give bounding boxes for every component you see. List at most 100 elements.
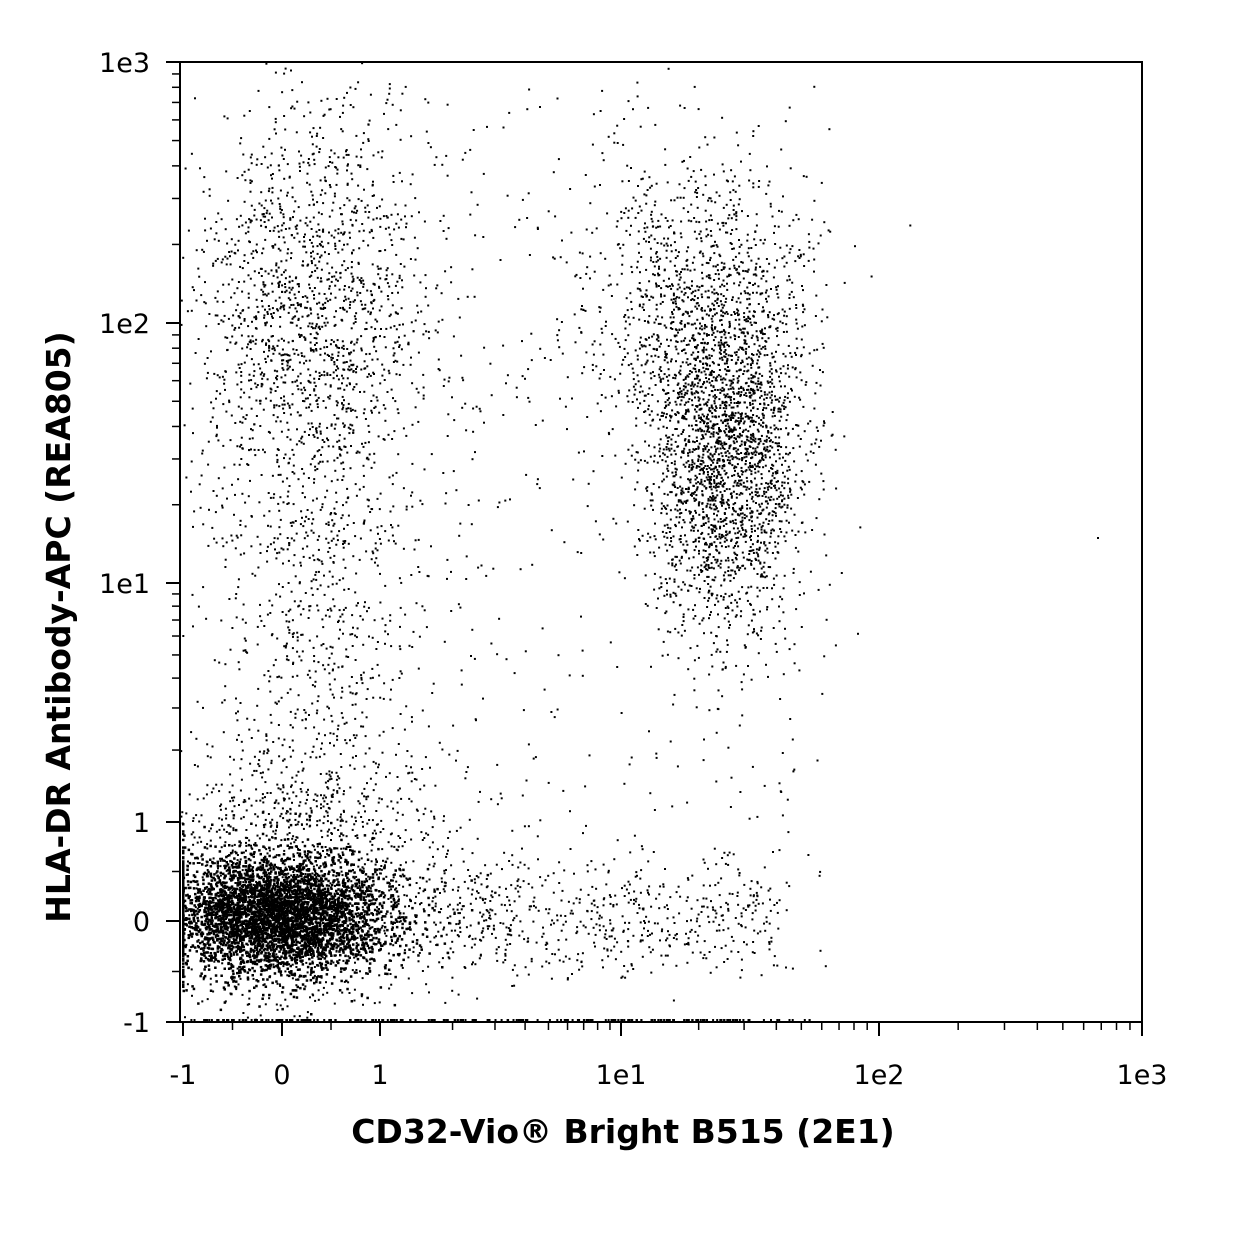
data-point bbox=[234, 950, 238, 954]
data-point bbox=[217, 917, 220, 921]
data-point bbox=[203, 825, 206, 829]
data-point bbox=[272, 916, 275, 919]
data-point bbox=[285, 950, 288, 953]
data-point bbox=[281, 907, 284, 910]
data-point bbox=[324, 910, 327, 913]
data-point bbox=[248, 923, 251, 926]
data-point bbox=[403, 932, 406, 935]
data-point bbox=[279, 929, 283, 932]
data-point bbox=[260, 950, 264, 954]
data-point bbox=[256, 815, 259, 818]
data-point bbox=[340, 914, 344, 917]
data-point bbox=[269, 872, 272, 875]
data-point bbox=[283, 934, 287, 937]
data-point bbox=[309, 861, 313, 865]
data-point bbox=[261, 968, 264, 971]
data-point bbox=[419, 876, 422, 879]
data-point bbox=[204, 910, 207, 914]
data-point bbox=[208, 907, 212, 911]
data-point bbox=[309, 896, 313, 899]
data-point bbox=[202, 872, 206, 876]
data-point bbox=[260, 927, 263, 930]
data-point bbox=[327, 927, 331, 931]
data-point bbox=[299, 788, 302, 790]
data-point bbox=[206, 869, 209, 871]
data-point bbox=[343, 914, 346, 918]
data-point bbox=[254, 844, 257, 847]
data-point bbox=[298, 954, 301, 958]
data-point bbox=[216, 938, 219, 941]
data-point bbox=[336, 910, 339, 914]
data-point bbox=[310, 889, 313, 892]
data-point bbox=[203, 923, 207, 926]
data-point bbox=[297, 900, 300, 903]
data-point bbox=[303, 900, 307, 904]
data-point bbox=[230, 894, 233, 898]
data-point bbox=[357, 907, 360, 910]
data-point bbox=[216, 899, 220, 902]
data-point bbox=[346, 912, 349, 915]
data-point bbox=[298, 1015, 301, 1018]
data-point bbox=[233, 857, 236, 860]
data-point bbox=[369, 893, 372, 896]
data-point bbox=[244, 861, 248, 864]
data-point bbox=[288, 934, 291, 938]
data-point bbox=[284, 952, 288, 955]
data-point bbox=[227, 944, 230, 947]
data-point bbox=[208, 905, 211, 908]
data-point bbox=[299, 881, 302, 884]
data-point bbox=[319, 912, 323, 916]
data-point bbox=[305, 869, 309, 872]
data-point bbox=[216, 923, 220, 926]
data-point bbox=[502, 961, 505, 964]
data-point bbox=[277, 845, 280, 848]
data-point bbox=[209, 952, 213, 955]
data-point bbox=[235, 910, 239, 914]
data-point bbox=[228, 900, 232, 904]
data-point bbox=[309, 937, 313, 940]
data-point bbox=[212, 932, 216, 936]
data-point bbox=[283, 919, 286, 923]
data-point bbox=[301, 955, 304, 958]
data-point bbox=[182, 907, 185, 910]
data-point bbox=[209, 874, 213, 878]
data-point bbox=[338, 936, 341, 940]
data-point bbox=[189, 880, 193, 884]
data-point bbox=[252, 915, 255, 919]
data-point bbox=[404, 829, 407, 832]
data-point bbox=[350, 1000, 354, 1003]
data-point bbox=[355, 882, 358, 885]
data-point bbox=[282, 927, 286, 931]
data-point bbox=[201, 902, 205, 905]
data-point bbox=[204, 965, 207, 968]
data-point bbox=[241, 927, 244, 931]
data-point bbox=[207, 968, 211, 971]
data-point bbox=[327, 872, 330, 876]
data-point bbox=[332, 869, 335, 872]
data-point bbox=[365, 919, 368, 922]
data-point bbox=[271, 901, 274, 904]
data-point bbox=[310, 882, 313, 885]
data-point bbox=[216, 891, 220, 895]
data-point bbox=[283, 936, 287, 939]
data-point bbox=[319, 897, 322, 900]
data-point bbox=[200, 920, 204, 924]
data-point bbox=[279, 891, 282, 894]
data-point bbox=[283, 868, 287, 872]
data-point bbox=[232, 905, 236, 909]
data-point bbox=[393, 934, 396, 938]
data-point bbox=[301, 891, 305, 894]
data-point bbox=[241, 942, 244, 945]
data-point bbox=[295, 958, 299, 961]
data-point bbox=[313, 848, 316, 851]
data-point bbox=[325, 928, 329, 932]
data-point bbox=[289, 950, 292, 954]
data-point bbox=[209, 956, 213, 960]
data-point bbox=[389, 912, 392, 915]
data-point bbox=[297, 923, 300, 926]
data-point bbox=[346, 943, 348, 946]
data-point bbox=[242, 881, 245, 884]
data-point bbox=[226, 855, 229, 857]
data-point bbox=[265, 861, 268, 864]
data-point bbox=[388, 889, 391, 892]
